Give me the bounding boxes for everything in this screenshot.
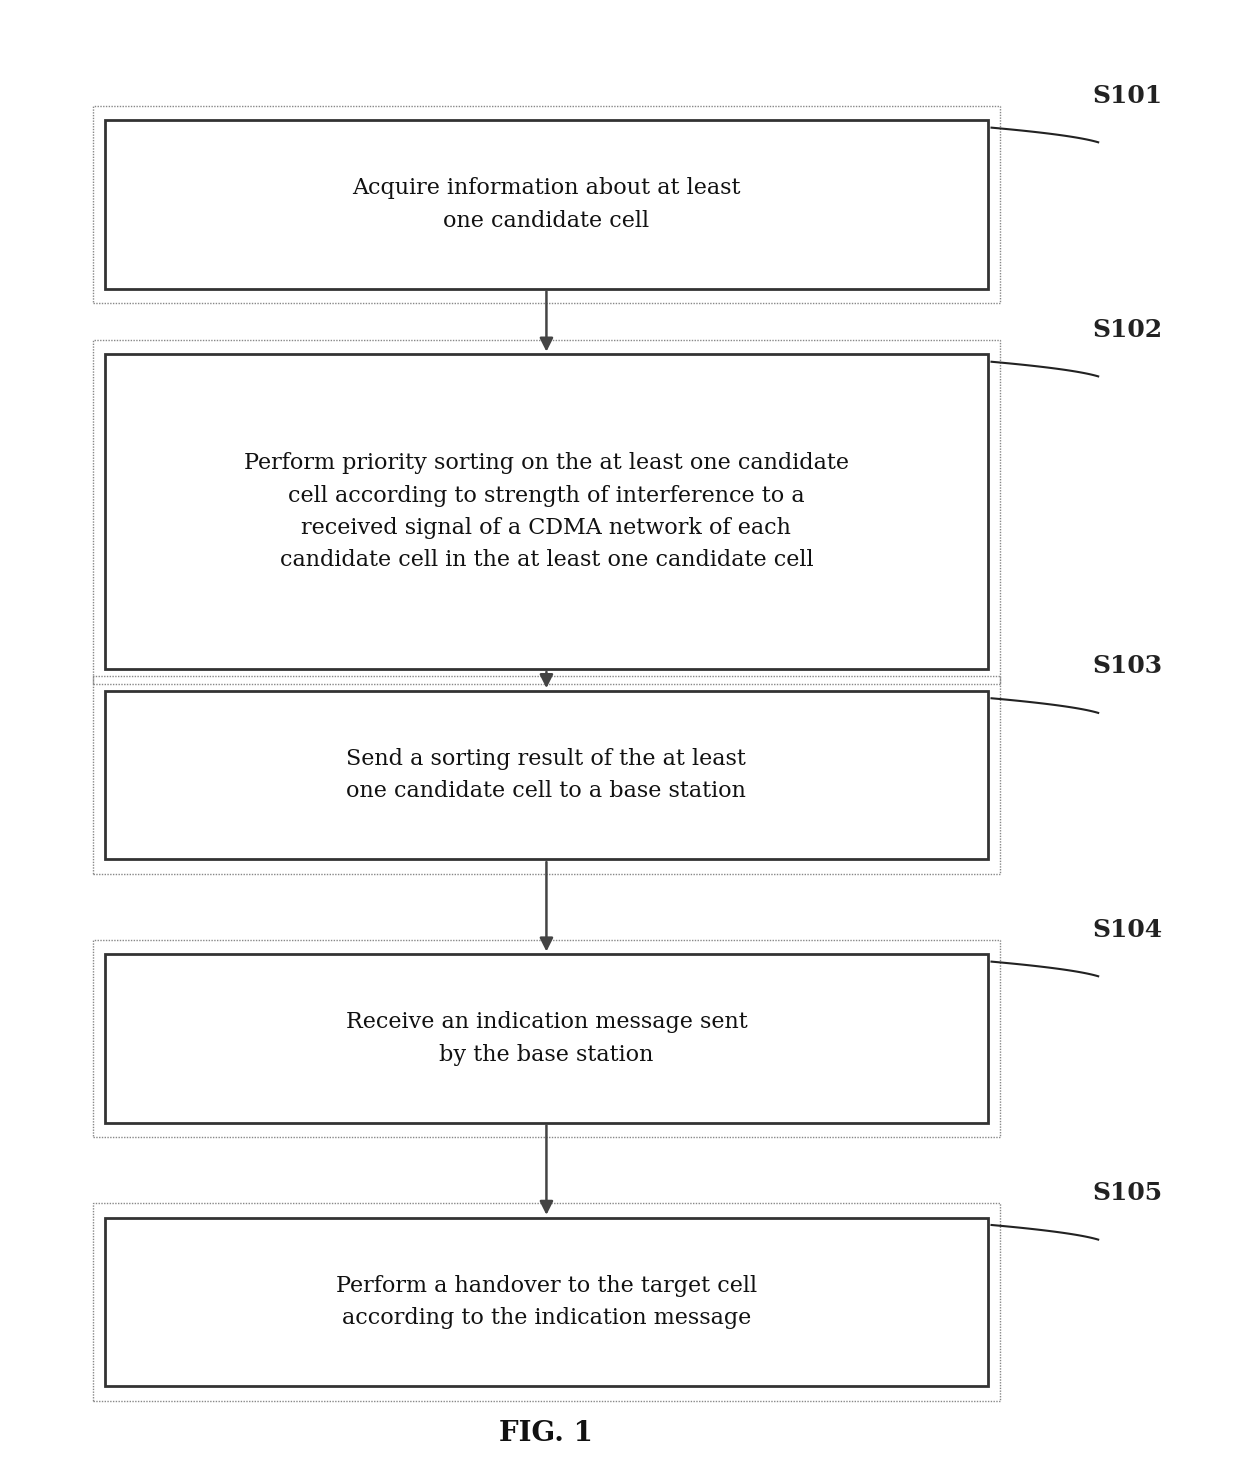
Polygon shape xyxy=(105,120,988,288)
Text: S104: S104 xyxy=(1092,917,1162,942)
Text: S102: S102 xyxy=(1092,318,1162,341)
Text: S101: S101 xyxy=(1092,84,1162,108)
Text: Acquire information about at least
one candidate cell: Acquire information about at least one c… xyxy=(352,177,740,232)
Text: Perform a handover to the target cell
according to the indication message: Perform a handover to the target cell ac… xyxy=(336,1275,756,1329)
Text: S105: S105 xyxy=(1092,1182,1162,1205)
Text: S103: S103 xyxy=(1092,654,1162,678)
Polygon shape xyxy=(105,1217,988,1385)
Text: Receive an indication message sent
by the base station: Receive an indication message sent by th… xyxy=(346,1012,748,1065)
Text: Perform priority sorting on the at least one candidate
cell according to strengt: Perform priority sorting on the at least… xyxy=(244,452,849,572)
Text: FIG. 1: FIG. 1 xyxy=(500,1419,594,1447)
Polygon shape xyxy=(105,954,988,1123)
Text: Send a sorting result of the at least
one candidate cell to a base station: Send a sorting result of the at least on… xyxy=(346,747,746,802)
Polygon shape xyxy=(105,691,988,860)
Polygon shape xyxy=(105,354,988,669)
